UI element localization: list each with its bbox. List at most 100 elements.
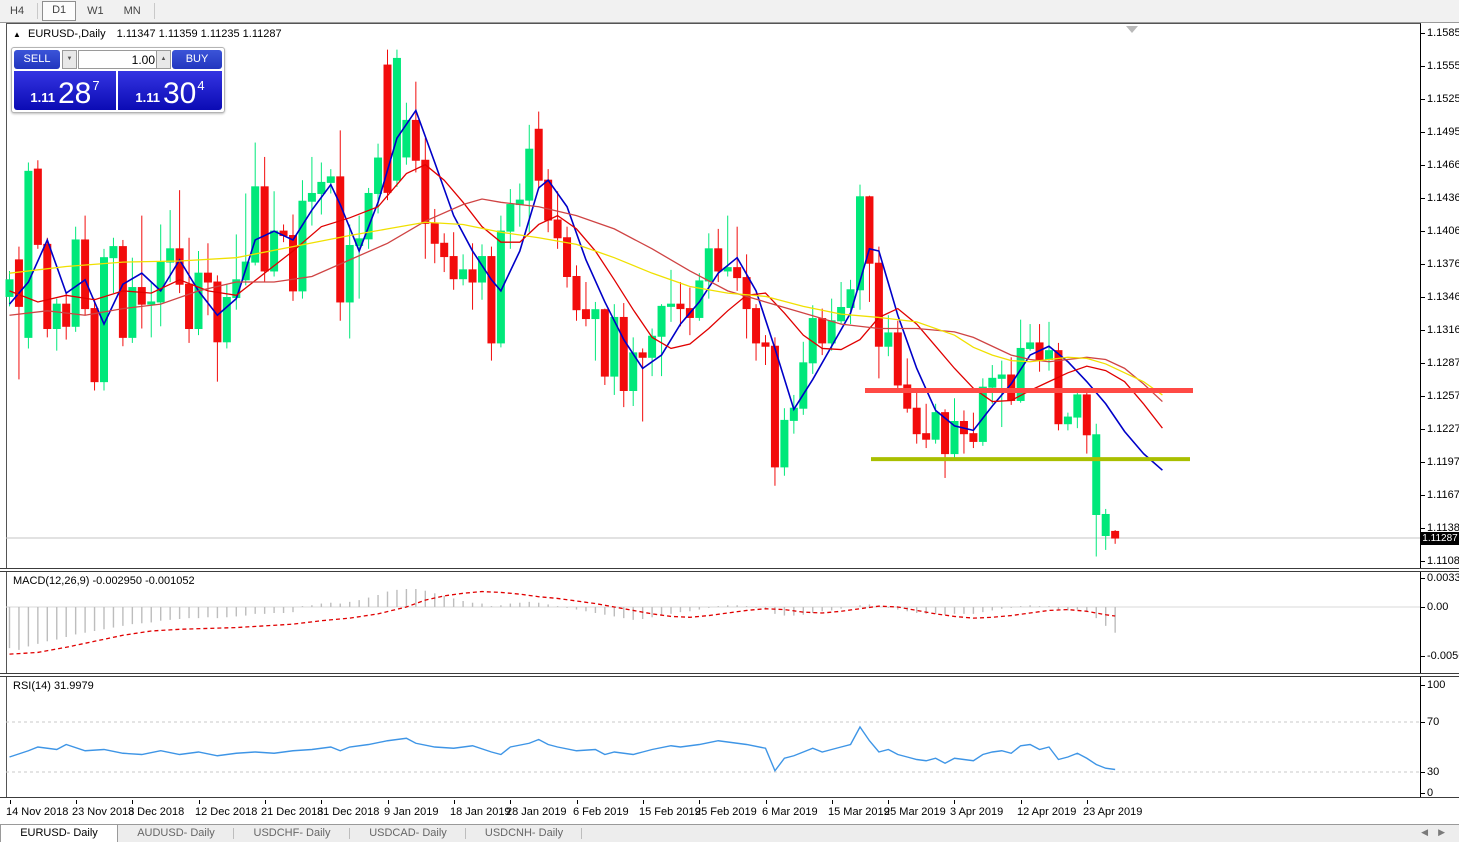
panel-splitter-rsi[interactable] [0,673,1459,677]
date-axis-label: 3 Apr 2019 [950,806,1004,818]
tab-scroll-arrows[interactable]: ◀▶ [1421,827,1455,838]
buy-price-pip-digit: 4 [197,78,205,93]
rsi-axis-label-tick [1421,772,1425,773]
date-axis-label: 3 Dec 2018 [128,806,185,818]
price-axis-label-tick [1421,66,1425,67]
date-tick [132,800,133,804]
date-axis-label: 15 Mar 2019 [828,806,890,818]
date-tick [76,800,77,804]
rsi-indicator-canvas[interactable] [6,677,1420,799]
date-axis-label: 9 Jan 2019 [384,806,439,818]
timeframe-toolbar: H4 D1 W1 MN [0,0,1459,23]
rsi-axis-label-tick [1421,685,1425,686]
price-axis-label: 1.14360 [1427,192,1459,204]
timeframe-button-mn[interactable]: MN [123,5,141,17]
timeframe-button-d1[interactable]: D1 [42,1,77,21]
sell-price-pip-digit: 7 [92,78,100,93]
price-axis-label: 1.11675 [1427,489,1459,501]
chart-window [6,23,1421,800]
symbol-tab-usdcnh[interactable]: USDCNH- Daily [466,825,582,842]
symbol-tab-usdchf[interactable]: USDCHF- Daily [234,825,350,842]
chart-shift-marker-icon[interactable] [1126,26,1138,33]
symbol-tab-audusd[interactable]: AUDUSD- Daily [118,825,234,842]
macd-axis-label-tick [1421,578,1425,579]
macd-indicator-canvas[interactable] [6,572,1420,674]
one-click-trade-panel: SELL ▼ ▲ BUY 1.11 28 7 1.11 30 4 [11,47,225,113]
date-axis-label: 21 Dec 2018 [261,806,324,818]
macd-axis-label: 0.003383 [1427,572,1459,584]
current-price-tag: 1.11287 [1421,532,1459,545]
date-axis-label: 12 Apr 2019 [1017,806,1077,818]
macd-axis-label: 0.00 [1427,601,1449,613]
price-axis-label-tick [1421,462,1425,463]
date-tick [888,800,889,804]
buy-price-big-digits: 30 [162,77,197,110]
price-chart-canvas[interactable] [5,24,1420,569]
rsi-axis-label: 100 [1427,679,1446,691]
date-axis-label: 6 Mar 2019 [762,806,818,818]
macd-axis-label-tick [1421,607,1425,608]
price-axis-label-tick [1421,297,1425,298]
timeframe-button-h4[interactable]: H4 [10,5,25,17]
price-axis-label-tick [1421,330,1425,331]
buy-price-button[interactable]: 1.11 30 4 [118,71,222,110]
sell-price-big-digits: 28 [57,77,92,110]
timeframe-button-w1[interactable]: W1 [87,5,104,17]
sell-price-prefix: 1.11 [30,90,55,105]
price-axis-label-tick [1421,198,1425,199]
date-axis-label: 6 Feb 2019 [573,806,629,818]
volume-decrease-button[interactable]: ▼ [62,50,77,69]
symbol-tab-bar: EURUSD- Daily AUDUSD- Daily USDCHF- Daily U… [0,824,1459,842]
chart-title: ▲ EURUSD-,Daily 1.11347 1.11359 1.11235 … [13,28,282,40]
date-tick [954,800,955,804]
date-tick [199,800,200,804]
date-axis-label: 25 Feb 2019 [695,806,757,818]
date-tick [577,800,578,804]
rsi-label: RSI(14) 31.9979 [13,680,94,692]
symbol-tab-eurusd[interactable]: EURUSD- Daily [0,825,118,842]
price-axis-label: 1.12570 [1427,390,1459,402]
rsi-axis-label: 30 [1427,766,1440,778]
price-axis-label-tick [1421,264,1425,265]
date-axis-label: 25 Mar 2019 [884,806,946,818]
sell-button[interactable]: SELL [14,50,60,69]
date-tick [643,800,644,804]
buy-button[interactable]: BUY [172,50,222,69]
date-axis-label: 18 Jan 2019 [450,806,511,818]
rsi-axis-label-tick [1421,722,1425,723]
ohlc-values-label: 1.11347 1.11359 1.11235 1.11287 [116,28,282,40]
price-axis-label-tick [1421,33,1425,34]
price-axis-label: 1.13165 [1427,324,1459,336]
price-axis-label: 1.15550 [1427,60,1459,72]
volume-increase-button[interactable]: ▲ [156,50,171,69]
price-axis-label-tick [1421,396,1425,397]
date-tick [321,800,322,804]
volume-input[interactable] [78,50,160,69]
date-tick [832,800,833,804]
price-axis-label-tick [1421,231,1425,232]
date-tick [766,800,767,804]
price-axis-label: 1.13465 [1427,291,1459,303]
price-axis-label-tick [1421,429,1425,430]
date-tick [1087,800,1088,804]
price-axis-label-tick [1421,99,1425,100]
date-axis: 14 Nov 2018 23 Nov 2018 3 Dec 2018 12 Dec 2… [0,800,1459,824]
date-axis-label: 15 Feb 2019 [639,806,701,818]
date-tick [265,800,266,804]
rsi-axis-label-tick [1421,793,1425,794]
price-axis-label: 1.14060 [1427,225,1459,237]
price-axis-label: 1.14955 [1427,126,1459,138]
price-axis-label: 1.15850 [1427,27,1459,39]
sell-price-button[interactable]: 1.11 28 7 [14,71,116,110]
symbol-tab-usdcad[interactable]: USDCAD- Daily [350,825,466,842]
panel-splitter-macd[interactable] [0,568,1459,572]
date-axis-label: 31 Dec 2018 [317,806,380,818]
date-tick [10,800,11,804]
price-axis-label: 1.11975 [1427,456,1459,468]
date-axis-label: 14 Nov 2018 [6,806,69,818]
date-axis-label: 23 Apr 2019 [1083,806,1143,818]
date-tick [510,800,511,804]
price-axis-label: 1.14660 [1427,159,1459,171]
tab-scroll-right-icon: ▶ [1438,827,1455,837]
